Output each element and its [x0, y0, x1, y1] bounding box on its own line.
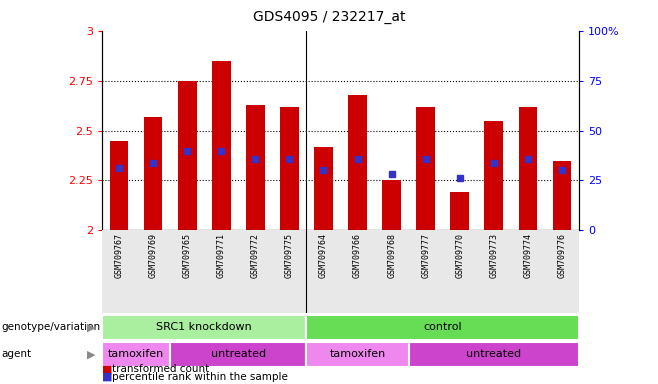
- Text: control: control: [424, 322, 462, 333]
- Bar: [484, 121, 503, 230]
- Text: percentile rank within the sample: percentile rank within the sample: [112, 372, 288, 382]
- Text: GSM709765: GSM709765: [183, 233, 191, 278]
- Text: untreated: untreated: [211, 349, 266, 359]
- Bar: [519, 107, 538, 230]
- Bar: [212, 61, 230, 230]
- Text: SRC1 knockdown: SRC1 knockdown: [157, 322, 252, 333]
- Text: GSM709769: GSM709769: [149, 233, 158, 278]
- Text: GSM709764: GSM709764: [319, 233, 328, 278]
- Text: GSM709771: GSM709771: [216, 233, 226, 278]
- Bar: [409, 342, 579, 367]
- Bar: [314, 147, 333, 230]
- Text: ▶: ▶: [87, 322, 95, 333]
- Bar: [110, 141, 128, 230]
- Text: GSM709773: GSM709773: [490, 233, 498, 278]
- Text: GSM709768: GSM709768: [387, 233, 396, 278]
- Text: tamoxifen: tamoxifen: [330, 349, 386, 359]
- Text: transformed count: transformed count: [112, 364, 209, 374]
- Bar: [170, 342, 307, 367]
- Text: GSM709772: GSM709772: [251, 233, 260, 278]
- Bar: [280, 107, 299, 230]
- Text: GSM709774: GSM709774: [523, 233, 532, 278]
- Text: GDS4095 / 232217_at: GDS4095 / 232217_at: [253, 10, 405, 23]
- Bar: [382, 180, 401, 230]
- Bar: [307, 342, 409, 367]
- Text: untreated: untreated: [467, 349, 521, 359]
- Bar: [102, 342, 170, 367]
- Bar: [417, 107, 435, 230]
- Text: genotype/variation: genotype/variation: [1, 322, 101, 333]
- Bar: [102, 315, 307, 340]
- Bar: [143, 117, 163, 230]
- Text: GSM709770: GSM709770: [455, 233, 465, 278]
- Text: GSM709766: GSM709766: [353, 233, 362, 278]
- Text: ■: ■: [102, 372, 116, 382]
- Text: GSM709776: GSM709776: [557, 233, 567, 278]
- Text: agent: agent: [1, 349, 32, 359]
- Bar: [307, 315, 579, 340]
- Text: GSM709767: GSM709767: [114, 233, 124, 278]
- Text: ▶: ▶: [87, 349, 95, 359]
- Bar: [246, 104, 265, 230]
- Text: tamoxifen: tamoxifen: [108, 349, 164, 359]
- Bar: [348, 94, 367, 230]
- Text: GSM709777: GSM709777: [421, 233, 430, 278]
- Text: ■: ■: [102, 364, 116, 374]
- Bar: [451, 192, 469, 230]
- Bar: [553, 161, 571, 230]
- Text: GSM709775: GSM709775: [285, 233, 294, 278]
- Bar: [178, 81, 197, 230]
